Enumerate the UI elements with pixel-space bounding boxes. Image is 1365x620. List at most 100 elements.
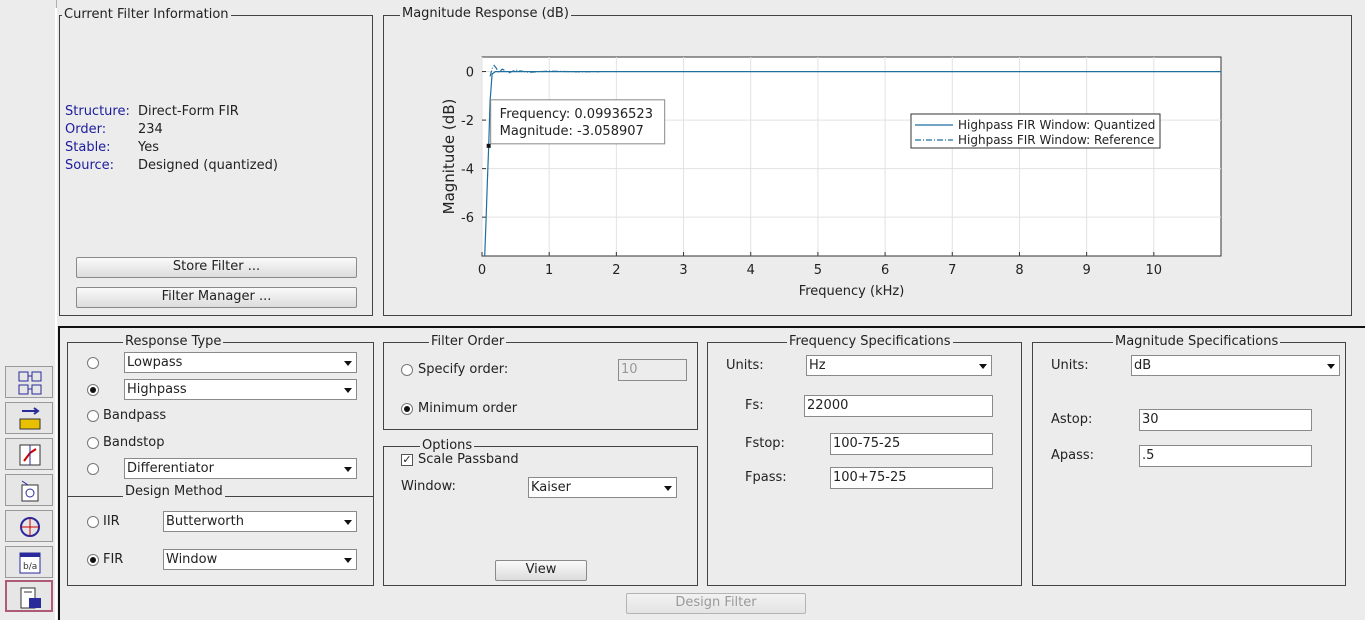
- quantize-icon[interactable]: [5, 510, 53, 542]
- x-tick-label: 5: [814, 263, 822, 278]
- legend-entry: Highpass FIR Window: Reference: [958, 133, 1154, 147]
- design-area: [58, 326, 1365, 620]
- legend-box: [910, 113, 1161, 149]
- current-filter-panel: Current Filter Information Structure: Di…: [59, 8, 373, 316]
- options-panel: Options ✓ Scale Passband Window: Kaiser …: [383, 439, 698, 586]
- datatip-magnitude: Magnitude: -3.058907: [500, 124, 644, 139]
- scale-passband-label[interactable]: Scale Passband: [418, 452, 519, 467]
- mag-units-dropdown[interactable]: dB: [1131, 355, 1340, 376]
- transform-filter-icon[interactable]: [5, 366, 53, 398]
- fir-label[interactable]: FIR: [103, 552, 124, 567]
- fir-dropdown[interactable]: Window: [163, 549, 357, 570]
- x-tick-label: 7: [948, 263, 956, 278]
- structure-key: Structure:: [65, 104, 130, 119]
- bandstop-radio[interactable]: [87, 437, 99, 449]
- pole-zero-editor-icon[interactable]: [5, 438, 53, 470]
- y-tick-label: -2: [461, 114, 474, 129]
- plot-area: [481, 56, 1222, 257]
- bandpass-radio[interactable]: [87, 410, 99, 422]
- stable-key: Stable:: [65, 140, 111, 155]
- iir-label[interactable]: IIR: [103, 514, 120, 529]
- differentiator-radio[interactable]: [87, 463, 99, 475]
- realize-model-icon[interactable]: b/a: [5, 546, 53, 578]
- y-tick-label: -6: [461, 211, 474, 226]
- specify-order-label[interactable]: Specify order:: [418, 362, 509, 377]
- bandstop-label[interactable]: Bandstop: [103, 435, 165, 450]
- fstop-label: Fstop:: [745, 436, 785, 451]
- import-filter-icon[interactable]: [5, 402, 53, 434]
- minimum-order-radio[interactable]: [401, 403, 413, 415]
- design-method-title: Design Method: [123, 484, 225, 499]
- freq-units-dropdown[interactable]: Hz: [806, 355, 992, 376]
- minimum-order-label[interactable]: Minimum order: [418, 401, 518, 416]
- datatip-marker: [486, 143, 491, 148]
- store-filter-button[interactable]: Store Filter ...: [76, 257, 357, 278]
- datatip-box: [490, 99, 666, 145]
- x-tick-label: 2: [612, 263, 620, 278]
- differentiator-dropdown[interactable]: Differentiator: [124, 458, 357, 479]
- astop-input[interactable]: 30: [1139, 409, 1312, 431]
- filter-order-title: Filter Order: [429, 334, 507, 349]
- y-axis-label: Magnitude (dB): [440, 99, 458, 215]
- filter-order-panel: Filter Order Specify order: 10 Minimum o…: [383, 335, 698, 430]
- magnitude-response-title: Magnitude Response (dB): [400, 6, 571, 21]
- y-tick-label: 0: [466, 66, 474, 81]
- highpass-dropdown[interactable]: Highpass: [124, 379, 357, 400]
- response-type-title: Response Type: [123, 334, 224, 349]
- series-line-reference: [489, 64, 600, 77]
- design-filter-icon[interactable]: [5, 580, 53, 612]
- fir-radio[interactable]: [87, 554, 99, 566]
- fstop-input[interactable]: 100-75-25: [830, 433, 993, 455]
- window-dropdown[interactable]: Kaiser: [528, 477, 677, 498]
- x-tick-label: 4: [747, 263, 755, 278]
- frequency-spec-title: Frequency Specifications: [787, 334, 953, 349]
- structure-value: Direct-Form FIR: [138, 104, 239, 119]
- series-line-quantized: [484, 70, 1221, 257]
- mag-units-label: Units:: [1051, 358, 1089, 373]
- lowpass-radio[interactable]: [87, 357, 99, 369]
- window-label: Window:: [401, 479, 456, 494]
- astop-label: Astop:: [1051, 412, 1093, 427]
- filter-manager-button[interactable]: Filter Manager ...: [76, 287, 357, 308]
- x-tick-label: 8: [1015, 263, 1023, 278]
- x-axis-label: Frequency (kHz): [799, 284, 905, 299]
- x-tick-label: 9: [1082, 263, 1090, 278]
- x-tick-label: 3: [679, 263, 687, 278]
- apass-input[interactable]: .5: [1139, 445, 1312, 467]
- freq-units-label: Units:: [726, 358, 764, 373]
- datatip-frequency: Frequency: 0.09936523: [500, 107, 653, 122]
- iir-dropdown[interactable]: Butterworth: [163, 511, 357, 532]
- fs-label: Fs:: [745, 398, 764, 413]
- order-key: Order:: [65, 122, 107, 137]
- stable-value: Yes: [138, 140, 159, 155]
- magnitude-spec-title: Magnitude Specifications: [1113, 334, 1281, 349]
- x-tick-label: 1: [545, 263, 553, 278]
- current-filter-title: Current Filter Information: [62, 7, 231, 22]
- highpass-radio[interactable]: [87, 384, 99, 396]
- magnitude-spec-panel: Magnitude Specifications Units: dB Astop…: [1032, 335, 1346, 586]
- fpass-label: Fpass:: [745, 470, 787, 485]
- x-tick-label: 6: [881, 263, 889, 278]
- multirate-design-icon[interactable]: [5, 474, 53, 506]
- fs-input[interactable]: 22000: [804, 395, 993, 417]
- view-button[interactable]: View: [495, 560, 587, 581]
- specify-order-radio[interactable]: [401, 364, 413, 376]
- svg-text:b/a: b/a: [23, 562, 37, 572]
- response-type-panel: Response Type Lowpass Highpass Bandpass …: [67, 335, 374, 586]
- bandpass-label[interactable]: Bandpass: [103, 408, 167, 423]
- magnitude-response-panel: Magnitude Response (dB): [383, 7, 1352, 316]
- order-input[interactable]: 10: [618, 359, 687, 381]
- scale-passband-checkbox[interactable]: ✓: [401, 453, 413, 466]
- source-key: Source:: [65, 158, 115, 173]
- frequency-spec-panel: Frequency Specifications Units: Hz Fs: 2…: [707, 335, 1022, 586]
- options-title: Options: [420, 438, 475, 453]
- lowpass-dropdown[interactable]: Lowpass: [124, 352, 357, 373]
- iir-radio[interactable]: [87, 516, 99, 528]
- order-value: 234: [138, 122, 163, 137]
- fpass-input[interactable]: 100+75-25: [830, 467, 993, 489]
- x-tick-label: 10: [1146, 263, 1163, 278]
- design-filter-button[interactable]: Design Filter: [626, 593, 806, 614]
- x-tick-label: 0: [478, 263, 486, 278]
- y-tick-label: -4: [461, 163, 474, 178]
- left-sidebar: b/a: [0, 0, 57, 620]
